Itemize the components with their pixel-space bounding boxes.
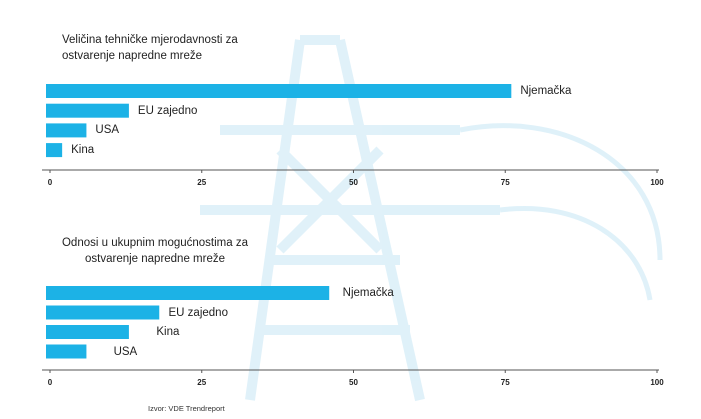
bar bbox=[46, 143, 63, 158]
source-note: Izvor: VDE Trendreport bbox=[148, 404, 225, 413]
category-label: Njemačka bbox=[342, 287, 394, 299]
category-label: Kina bbox=[156, 326, 180, 338]
chart-title: Veličina tehničke mjerodavnosti za ostva… bbox=[62, 34, 238, 62]
category-label: Njemačka bbox=[520, 85, 572, 97]
x-tick-label: 75 bbox=[500, 178, 510, 187]
bar bbox=[46, 305, 160, 320]
category-label: Kina bbox=[71, 144, 95, 157]
bar bbox=[46, 84, 512, 98]
bar bbox=[46, 344, 87, 359]
x-tick-label: 25 bbox=[197, 378, 207, 387]
category-label: EU zajedno bbox=[137, 104, 198, 117]
x-tick-label: 25 bbox=[197, 178, 207, 187]
chart-title: Odnosi u ukupnim mogućnostima za ostvare… bbox=[61, 237, 248, 265]
x-tick-label: 50 bbox=[349, 178, 358, 187]
x-tick-label: 0 bbox=[47, 178, 53, 187]
category-label: EU zajedno bbox=[168, 306, 228, 319]
category-label: USA bbox=[113, 345, 138, 358]
bar bbox=[46, 123, 87, 138]
x-tick-label: 100 bbox=[650, 178, 664, 187]
watermark-tower bbox=[200, 35, 663, 402]
bar bbox=[46, 103, 129, 118]
category-label: USA bbox=[95, 124, 120, 137]
x-tick-label: 100 bbox=[650, 378, 664, 387]
x-tick-label: 50 bbox=[349, 378, 358, 387]
x-tick-label: 75 bbox=[500, 378, 510, 387]
bar bbox=[46, 325, 129, 339]
bar bbox=[46, 286, 330, 300]
x-tick-label: 0 bbox=[47, 378, 53, 387]
